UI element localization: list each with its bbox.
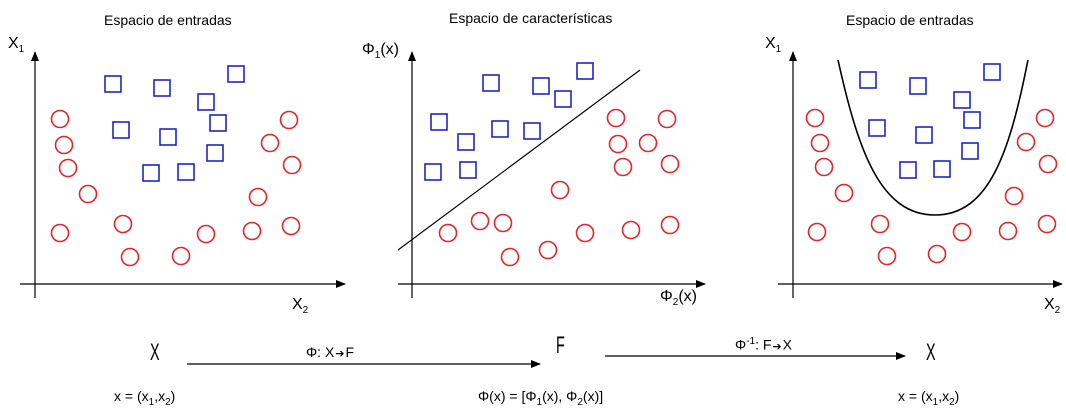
circle-marker	[660, 215, 680, 235]
circle-marker	[805, 108, 825, 128]
square-marker	[909, 77, 927, 95]
panel1-x-label: X2	[292, 296, 309, 317]
panel3-y-label: X1	[765, 35, 782, 56]
circle-marker	[54, 135, 74, 155]
circle-marker	[810, 133, 830, 153]
square-marker	[983, 63, 1001, 81]
square-marker	[104, 75, 122, 93]
circle-marker	[171, 246, 191, 266]
right-vector-label: x = (x1,x2)	[898, 388, 960, 408]
panel2-x-label: Φ2(x)	[660, 288, 697, 309]
circle-marker	[1035, 108, 1055, 128]
square-marker	[554, 90, 572, 108]
square-marker	[159, 128, 177, 146]
circle-marker	[1037, 214, 1057, 234]
middle-vector-label: Φ(x) = [Φ1(x), Φ2(x)]	[478, 388, 604, 408]
square-marker	[112, 121, 130, 139]
square-marker	[532, 77, 550, 95]
circle-marker	[927, 244, 947, 264]
circle-marker	[493, 213, 513, 233]
middle-set-label: F	[556, 332, 565, 359]
square-marker	[177, 163, 195, 181]
circle-marker	[281, 216, 301, 236]
circle-marker	[1038, 154, 1058, 174]
right-set-label: X	[926, 339, 936, 366]
left-vector-label: x = (x1,x2)	[114, 388, 176, 408]
square-marker	[153, 79, 171, 97]
circle-marker	[438, 223, 458, 243]
circle-marker	[1004, 186, 1024, 206]
circle-marker	[78, 184, 98, 204]
square-marker	[868, 119, 886, 137]
square-marker	[197, 93, 215, 111]
circle-marker	[50, 223, 70, 243]
forward-map-label: Φ: X➔F	[306, 344, 355, 360]
panel3-x-label: X2	[1044, 296, 1061, 317]
square-marker	[915, 126, 933, 144]
circle-marker	[621, 220, 641, 240]
circle-marker	[242, 221, 262, 241]
square-marker	[142, 164, 160, 182]
nonlinear-boundary	[837, 59, 1029, 216]
circle-marker	[575, 223, 595, 243]
square-marker	[963, 111, 981, 129]
circle-marker	[606, 108, 626, 128]
square-marker	[206, 144, 224, 162]
square-marker	[430, 113, 448, 131]
circle-marker	[870, 214, 890, 234]
square-marker	[424, 163, 442, 181]
square-marker	[523, 122, 541, 140]
circle-marker	[613, 157, 633, 177]
inverse-map-label: Φ-1: F➔X	[735, 336, 792, 353]
circle-marker	[196, 224, 216, 244]
circle-marker	[248, 187, 268, 207]
panel1-y-label: X1	[8, 35, 25, 56]
circle-marker	[279, 110, 299, 130]
circle-marker	[282, 155, 302, 175]
circle-marker	[998, 221, 1018, 241]
panel2-y-label: Φ1(x)	[362, 41, 399, 62]
circle-marker	[834, 183, 854, 203]
panel1-title: Espacio de entradas	[104, 12, 232, 28]
square-marker	[457, 133, 475, 151]
circle-marker	[660, 154, 680, 174]
square-marker	[482, 74, 500, 92]
circle-marker	[814, 157, 834, 177]
circle-marker	[657, 109, 677, 129]
circle-marker	[807, 222, 827, 242]
square-marker	[491, 120, 509, 138]
square-marker	[209, 114, 227, 132]
square-marker	[953, 91, 971, 109]
circle-marker	[120, 247, 140, 267]
circle-marker	[608, 134, 628, 154]
linear-separator	[397, 69, 641, 251]
circle-marker	[638, 133, 658, 153]
circle-marker	[50, 109, 70, 129]
circle-marker	[500, 247, 520, 267]
circle-marker	[58, 158, 78, 178]
circle-marker	[470, 211, 490, 231]
circle-marker	[1016, 132, 1036, 152]
square-marker	[933, 160, 951, 178]
circle-marker	[877, 246, 897, 266]
circle-marker	[550, 180, 570, 200]
square-marker	[899, 161, 917, 179]
square-marker	[859, 71, 877, 89]
square-marker	[961, 142, 979, 160]
circle-marker	[952, 222, 972, 242]
circle-marker	[538, 240, 558, 260]
circle-marker	[113, 214, 133, 234]
left-set-label: X	[150, 339, 160, 366]
square-marker	[227, 65, 245, 83]
panel2-title: Espacio de características	[449, 10, 613, 26]
square-marker	[459, 161, 477, 179]
circle-marker	[260, 133, 280, 153]
panel3-title: Espacio de entradas	[846, 12, 974, 28]
square-marker	[576, 62, 594, 80]
